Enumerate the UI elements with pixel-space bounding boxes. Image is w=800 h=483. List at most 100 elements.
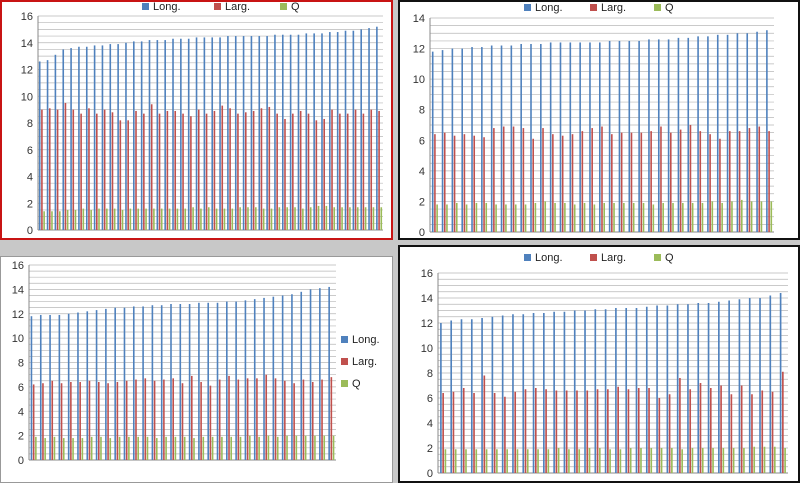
bar-long bbox=[132, 306, 135, 460]
chart-panel-bottom-left: 0 2 4 6 8 10 12 14 16 Long. Larg. Q bbox=[0, 256, 393, 483]
bar-long bbox=[188, 304, 191, 460]
y-tick-label: 0 bbox=[419, 227, 425, 238]
bar-long bbox=[676, 304, 679, 473]
bar-q bbox=[593, 204, 596, 232]
bar-q bbox=[255, 207, 257, 230]
bar-long bbox=[368, 28, 370, 230]
bar-long bbox=[70, 48, 72, 230]
bar-larg bbox=[502, 126, 505, 232]
bar-q bbox=[506, 449, 508, 473]
bar-larg bbox=[483, 137, 485, 232]
bar-larg bbox=[284, 118, 286, 230]
bar-long bbox=[608, 40, 611, 232]
chart-panel-top-left: 0 2 4 6 8 10 12 14 16 Long. Larg. Q bbox=[0, 0, 393, 240]
bar-long bbox=[263, 297, 265, 460]
bar-larg bbox=[524, 389, 527, 473]
bar-long bbox=[38, 61, 41, 230]
bar-q bbox=[317, 205, 320, 230]
bar-q bbox=[603, 202, 605, 232]
bar-larg bbox=[174, 110, 177, 230]
bar-long bbox=[638, 40, 640, 232]
bar-q bbox=[554, 202, 556, 232]
bar-long bbox=[105, 308, 107, 460]
bar-q bbox=[609, 449, 611, 473]
bar-q bbox=[304, 435, 307, 460]
bar-q bbox=[681, 449, 683, 473]
y-tick-label: 14 bbox=[421, 293, 433, 305]
bar-q bbox=[691, 448, 694, 473]
bar-q bbox=[184, 208, 187, 230]
bar-larg bbox=[512, 126, 515, 232]
bar-larg bbox=[370, 109, 373, 230]
bar-long bbox=[569, 42, 572, 233]
bar-long bbox=[211, 37, 214, 231]
legend-label: Larg. bbox=[352, 356, 377, 368]
bar-long bbox=[227, 36, 229, 230]
bar-long bbox=[319, 288, 321, 460]
bar-larg bbox=[56, 109, 59, 230]
bar-chart: 0 2 4 6 8 10 12 14 16 Long. Larg. Q bbox=[421, 252, 788, 480]
bar-q bbox=[200, 208, 202, 230]
bar-larg bbox=[125, 380, 128, 460]
bar-q bbox=[672, 202, 674, 232]
bar-larg bbox=[246, 378, 249, 460]
bar-larg bbox=[213, 110, 216, 230]
bar-long bbox=[666, 305, 669, 473]
bar-long bbox=[769, 295, 772, 473]
bar-long bbox=[160, 305, 163, 460]
bar-q bbox=[59, 211, 61, 230]
bar-chart: 0 2 4 6 8 10 12 14 16 Long. Larg. Q bbox=[12, 260, 380, 467]
bar-larg bbox=[571, 134, 574, 232]
legend-swatch bbox=[590, 254, 597, 261]
bar-long bbox=[216, 302, 219, 460]
bar-larg bbox=[709, 388, 712, 473]
bar-long bbox=[336, 32, 339, 230]
bar-long bbox=[657, 39, 660, 233]
bar-larg bbox=[699, 383, 702, 473]
bar-long bbox=[470, 319, 473, 473]
bar-larg bbox=[103, 109, 106, 230]
bar-q bbox=[436, 204, 438, 232]
bar-q bbox=[128, 436, 130, 460]
bar-larg bbox=[143, 113, 145, 230]
bar-larg bbox=[299, 110, 302, 230]
bar-long bbox=[648, 39, 650, 233]
bar-long bbox=[540, 43, 542, 232]
bar-larg bbox=[284, 380, 286, 460]
bar-larg bbox=[442, 393, 444, 473]
bar-long bbox=[85, 46, 88, 231]
bar-q bbox=[662, 202, 664, 232]
bar-larg bbox=[738, 131, 741, 232]
y-tick-label: 16 bbox=[21, 11, 33, 23]
bar-larg bbox=[80, 113, 82, 230]
bar-long bbox=[297, 34, 300, 230]
bar-long bbox=[266, 36, 268, 230]
bar-larg bbox=[581, 131, 584, 232]
legend-swatch bbox=[654, 254, 661, 261]
bar-long bbox=[532, 313, 535, 473]
bar-q bbox=[557, 448, 560, 473]
bar-long bbox=[718, 301, 720, 473]
bar-long bbox=[274, 34, 276, 230]
bar-larg bbox=[293, 383, 295, 460]
bar-larg bbox=[473, 393, 475, 473]
bar-larg bbox=[576, 390, 578, 473]
bar-larg bbox=[648, 388, 650, 473]
bar-q bbox=[544, 201, 547, 232]
bar-q bbox=[146, 436, 149, 460]
bar-larg bbox=[740, 385, 743, 473]
bar-long bbox=[360, 29, 362, 230]
bar-q bbox=[155, 438, 158, 460]
y-tick-label: 2 bbox=[27, 198, 33, 210]
bar-q bbox=[106, 208, 108, 230]
bar-q bbox=[223, 208, 226, 230]
bar-larg bbox=[181, 383, 184, 460]
bar-long bbox=[450, 320, 453, 473]
bar-larg bbox=[88, 108, 90, 230]
y-tick-label: 10 bbox=[421, 343, 433, 355]
bar-long bbox=[58, 314, 61, 460]
bar-q bbox=[763, 446, 766, 473]
bar-q bbox=[516, 449, 519, 473]
bar-q bbox=[753, 446, 756, 473]
bar-long bbox=[543, 313, 545, 473]
